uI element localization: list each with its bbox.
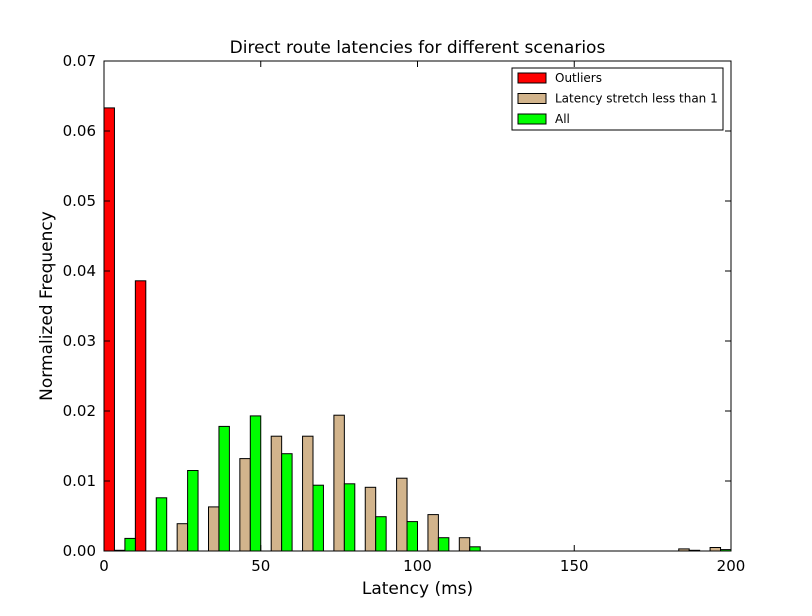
bar-latency-stretch-less-than-1-bin-7: [333, 414, 345, 552]
bar-all-bin-11: [469, 546, 481, 552]
x-axis-ticks: 0 50 100 150 200: [99, 61, 745, 575]
legend-label: Outliers: [555, 71, 602, 85]
bar-all-bin-4: [249, 415, 262, 552]
y-tick-label: 0.07: [63, 52, 96, 70]
x-tick-label: 100: [403, 557, 432, 575]
y-axis-label: Normalized Frequency: [37, 211, 57, 401]
bar-latency-stretch-less-than-1-bin-9: [396, 477, 408, 552]
bar-all-bin-10: [437, 537, 450, 552]
x-axis-label: Latency (ms): [362, 579, 473, 599]
bar-all-bin-2: [187, 470, 199, 552]
legend-box: [511, 67, 724, 131]
bar-all-bin-9: [406, 521, 418, 552]
x-tick-label: 200: [717, 557, 746, 575]
bar-all-bin-8: [375, 516, 387, 552]
bar-latency-stretch-less-than-1-bin-10: [427, 514, 439, 552]
bar-outliers-bin-0: [103, 107, 115, 552]
bar-latency-stretch-less-than-1-bin-3: [208, 506, 220, 552]
y-tick-label: 0.06: [63, 122, 96, 140]
y-tick-label: 0.02: [63, 402, 96, 420]
x-tick-label: 50: [251, 557, 270, 575]
y-tick-label: 0.01: [63, 472, 96, 490]
bar-all-bin-7: [343, 483, 356, 552]
x-tick-label: 0: [99, 557, 109, 575]
y-tick-label: 0.03: [63, 332, 96, 350]
legend-swatch-all: [517, 113, 547, 125]
bar-all-bin-5: [281, 453, 293, 552]
legend: Outliers Latency stretch less than 1 All: [511, 67, 724, 131]
y-tick-label: 0.04: [63, 262, 96, 280]
y-tick-label: 0.00: [63, 542, 96, 560]
chart-title: Direct route latencies for different sce…: [230, 38, 606, 58]
bar-latency-stretch-less-than-1-bin-19: [709, 547, 722, 552]
legend-swatch-outliers: [517, 72, 547, 84]
bar-outliers-bin-1: [134, 280, 147, 552]
bar-latency-stretch-less-than-1-bin-4: [239, 458, 251, 552]
legend-swatch-latency-stretch-less-than-1: [517, 93, 547, 104]
legend-label: Latency stretch less than 1: [555, 92, 718, 106]
legend-label: All: [555, 112, 570, 126]
bar-all-bin-6: [312, 484, 324, 552]
bar-latency-stretch-less-than-1-bin-11: [458, 537, 471, 552]
y-axis-ticks: 0.00 0.01 0.02 0.03 0.04 0.05 0.06 0.07: [63, 52, 731, 560]
bar-latency-stretch-less-than-1-bin-5: [270, 435, 283, 552]
bar-latency-stretch-less-than-1-bin-8: [364, 486, 377, 552]
bar-all-bin-3: [218, 425, 230, 552]
bar-latency-stretch-less-than-1-bin-2: [176, 523, 189, 552]
bars-group: [103, 107, 732, 552]
bar-latency-stretch-less-than-1-bin-6: [302, 435, 314, 552]
y-tick-label: 0.05: [63, 192, 96, 210]
x-tick-label: 150: [560, 557, 589, 575]
bar-all-bin-1: [155, 497, 168, 552]
bar-all-bin-0: [124, 537, 136, 552]
